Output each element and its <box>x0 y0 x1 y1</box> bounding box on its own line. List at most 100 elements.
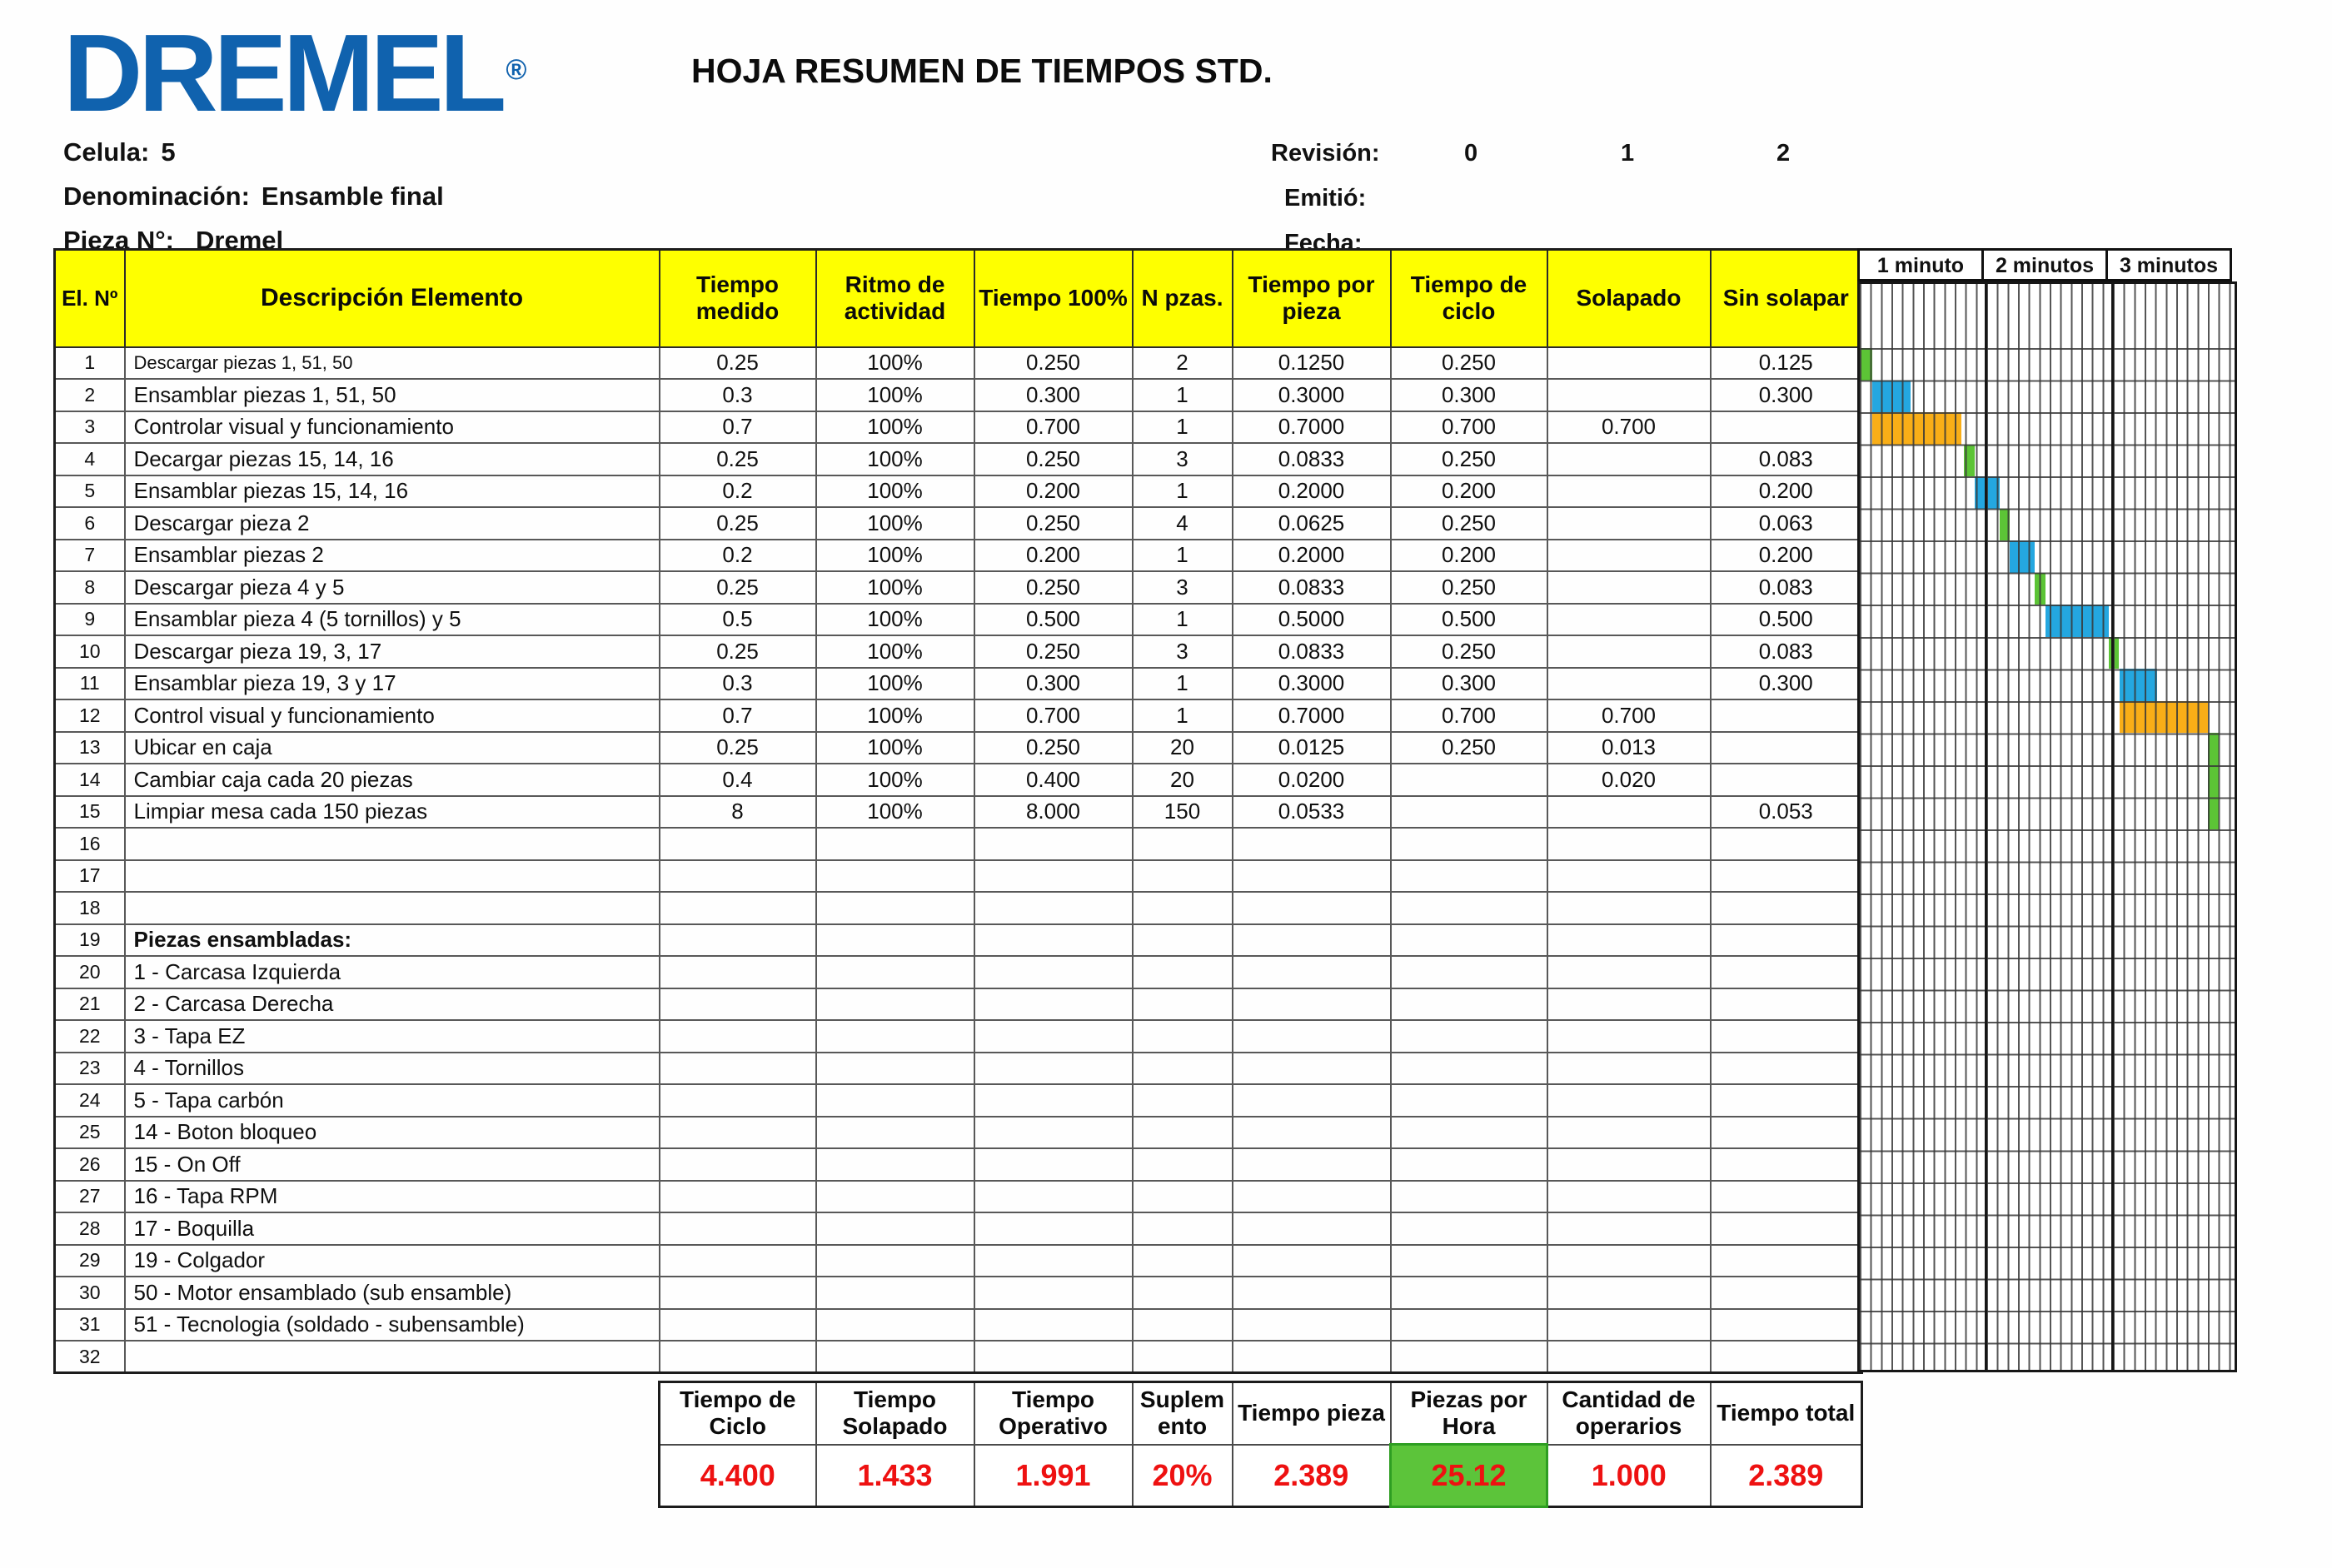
tiempo-de-ciclo-cell: 0.200 <box>1389 538 1548 572</box>
summary-header-tiempo-de-ciclo: Tiempo de Ciclo <box>658 1381 817 1446</box>
solapado-cell <box>1546 987 1712 1021</box>
tiempo-medido-cell: 0.5 <box>658 602 817 636</box>
tiempo-medido-cell <box>658 923 817 957</box>
n-pzas-cell: 1 <box>1131 474 1233 508</box>
n-pzas-cell: 1 <box>1131 666 1233 700</box>
tiempo-de-ciclo-cell <box>1389 1115 1548 1149</box>
tiempo-de-ciclo-cell: 0.250 <box>1389 635 1548 669</box>
solapado-cell <box>1546 538 1712 572</box>
description-cell <box>123 859 660 893</box>
totals-summary-table: Tiempo de Ciclo Tiempo Solapado Tiempo O… <box>658 1381 1863 1508</box>
summary-value-tiempo-pieza: 2.389 <box>1231 1443 1392 1508</box>
tiempo-medido-cell: 0.7 <box>658 699 817 733</box>
tiempo-medido-cell <box>658 1276 817 1310</box>
n-pzas-cell: 20 <box>1131 763 1233 797</box>
ritmo-cell: 100% <box>815 538 975 572</box>
sin-solapar-cell: 0.200 <box>1709 474 1863 508</box>
description-cell: 15 - On Off <box>123 1147 660 1182</box>
sin-solapar-cell: 0.125 <box>1709 346 1863 380</box>
solapado-cell <box>1546 474 1712 508</box>
description-cell: Decargar piezas 15, 14, 16 <box>123 442 660 476</box>
summary-header-row: Tiempo de Ciclo Tiempo Solapado Tiempo O… <box>658 1381 1863 1446</box>
ritmo-cell <box>815 859 975 893</box>
n-pzas-cell: 3 <box>1131 635 1233 669</box>
tiempo-100-cell: 0.250 <box>973 730 1134 764</box>
denomination-line: Denominación: Ensamble final <box>63 182 444 212</box>
table-row: 25 14 - Boton bloqueo <box>53 1115 1863 1149</box>
tiempo-100-cell: 0.500 <box>973 602 1134 636</box>
tiempo-100-cell <box>973 1243 1134 1277</box>
solapado-cell <box>1546 1147 1712 1182</box>
tiempo-por-pieza-cell: 0.2000 <box>1231 538 1392 572</box>
tiempo-100-cell: 0.250 <box>973 442 1134 476</box>
row-number-cell: 9 <box>53 602 126 636</box>
tiempo-100-cell <box>973 1115 1134 1149</box>
row-number-cell: 1 <box>53 346 126 380</box>
tiempo-medido-cell: 0.25 <box>658 442 817 476</box>
solapado-cell: 0.020 <box>1546 763 1712 797</box>
gantt-time-scale: 1 minuto 2 minutos 3 minutos <box>1857 248 2232 281</box>
tiempo-de-ciclo-cell: 0.500 <box>1389 602 1548 636</box>
celula-label: Celula: <box>63 137 150 167</box>
row-number-cell: 26 <box>53 1147 126 1182</box>
summary-header-suplemento: Suplemento <box>1131 1381 1233 1446</box>
row-number-cell: 23 <box>53 1051 126 1085</box>
tiempo-por-pieza-cell: 0.0533 <box>1231 794 1392 829</box>
summary-header-tiempo-operativo: Tiempo Operativo <box>973 1381 1134 1446</box>
tiempo-medido-cell <box>658 1212 817 1246</box>
tiempo-medido-cell <box>658 1179 817 1213</box>
sin-solapar-cell <box>1709 923 1863 957</box>
dremel-logo-text: DREMEL <box>63 12 506 134</box>
tiempo-medido-cell <box>658 859 817 893</box>
solapado-cell <box>1546 1243 1712 1277</box>
tiempo-100-cell <box>973 1276 1134 1310</box>
n-pzas-cell: 1 <box>1131 699 1233 733</box>
ritmo-cell <box>815 955 975 989</box>
ritmo-cell: 100% <box>815 442 975 476</box>
tiempo-de-ciclo-cell: 0.250 <box>1389 346 1548 380</box>
row-number-cell: 28 <box>53 1212 126 1246</box>
sin-solapar-cell <box>1709 827 1863 861</box>
tiempo-por-pieza-cell <box>1231 1276 1392 1310</box>
ritmo-cell: 100% <box>815 763 975 797</box>
table-row: 19 Piezas ensambladas: <box>53 923 1863 957</box>
emitted-label: Emitió: <box>1284 185 1367 212</box>
tiempo-100-cell <box>973 1083 1134 1118</box>
gantt-bar-row-9-blue <box>2045 605 2109 637</box>
row-number-cell: 25 <box>53 1115 126 1149</box>
sin-solapar-cell <box>1709 891 1863 925</box>
celula-value: 5 <box>161 137 176 167</box>
gantt-bar-row-2-blue <box>1872 380 1911 413</box>
table-row: 32 <box>53 1340 1863 1374</box>
description-cell: 51 - Tecnologia (soldado - subensamble) <box>123 1307 660 1342</box>
solapado-cell: 0.700 <box>1546 699 1712 733</box>
ritmo-cell <box>815 1276 975 1310</box>
n-pzas-cell <box>1131 1340 1233 1374</box>
tiempo-por-pieza-cell: 0.0125 <box>1231 730 1392 764</box>
n-pzas-cell: 3 <box>1131 442 1233 476</box>
row-number-cell: 32 <box>53 1340 126 1374</box>
col-header-el-n: El. Nº <box>53 248 126 348</box>
tiempo-100-cell <box>973 859 1134 893</box>
col-header-tiempo-100: Tiempo 100% <box>973 248 1134 348</box>
n-pzas-cell <box>1131 859 1233 893</box>
row-number-cell: 17 <box>53 859 126 893</box>
gantt-bar-row-11-blue <box>2119 669 2158 701</box>
row-number-cell: 27 <box>53 1179 126 1213</box>
table-row: 14 Cambiar caja cada 20 piezas 0.4 100% 0.40… <box>53 763 1863 797</box>
row-number-cell: 5 <box>53 474 126 508</box>
solapado-cell <box>1546 1083 1712 1118</box>
gantt-bar-row-13-green <box>2208 733 2219 829</box>
row-number-cell: 22 <box>53 1019 126 1053</box>
tiempo-de-ciclo-cell <box>1389 827 1548 861</box>
solapado-cell <box>1546 506 1712 540</box>
tiempo-de-ciclo-cell: 0.250 <box>1389 506 1548 540</box>
n-pzas-cell <box>1131 1019 1233 1053</box>
ritmo-cell: 100% <box>815 635 975 669</box>
tiempo-100-cell: 0.250 <box>973 346 1134 380</box>
description-cell: Ensamblar piezas 15, 14, 16 <box>123 474 660 508</box>
solapado-cell <box>1546 442 1712 476</box>
tiempo-de-ciclo-cell: 0.700 <box>1389 699 1548 733</box>
table-row: 11 Ensamblar pieza 19, 3 y 17 0.3 100% 0.300… <box>53 666 1863 700</box>
tiempo-100-cell: 8.000 <box>973 794 1134 829</box>
